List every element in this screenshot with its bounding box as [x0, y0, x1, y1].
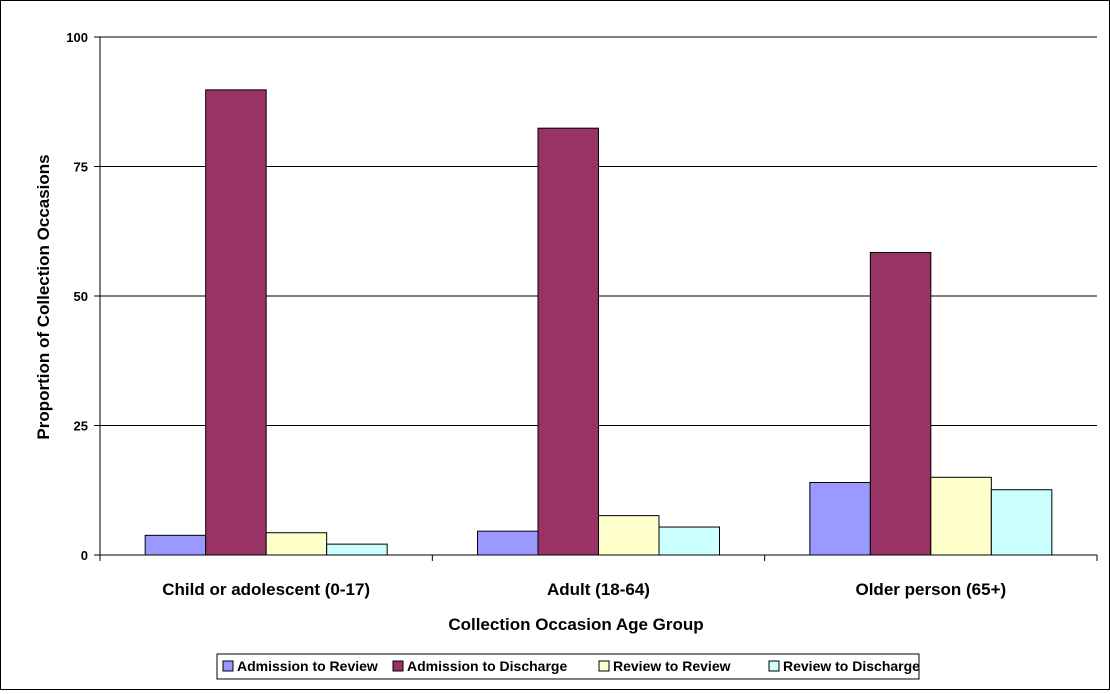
legend-swatch-4 [768, 660, 780, 672]
y-tick-labels: 0 25 50 75 100 [66, 30, 88, 563]
legend-label-2: Admission to Discharge [407, 658, 567, 674]
y-tick-label-75: 75 [74, 160, 88, 175]
bar-2-1 [477, 530, 539, 556]
y-tick-label-25: 25 [74, 419, 88, 434]
bar-1-1 [144, 534, 207, 556]
bar-2-3 [598, 515, 660, 556]
legend-swatch-2 [392, 660, 404, 672]
bar-1-3 [265, 532, 328, 556]
bar-2-4 [658, 526, 720, 556]
y-tick-label-0: 0 [81, 548, 88, 563]
x-tick-labels: Child or adolescent (0-17) Adult (18-64) O… [162, 580, 1006, 599]
legend-label-3: Review to Review [613, 658, 731, 674]
x-tick-label-3: Older person (65+) [855, 580, 1006, 599]
legend-swatch-3 [598, 660, 610, 672]
y-tick-label-50: 50 [74, 289, 88, 304]
bar-3-2 [869, 251, 932, 556]
y-tick-label-100: 100 [66, 30, 88, 45]
bar-2-2 [537, 127, 599, 556]
bar-3-1 [809, 481, 871, 556]
bar-1-2 [205, 89, 267, 556]
x-tick-label-2: Adult (18-64) [547, 580, 650, 599]
axes [94, 36, 1098, 561]
bar-3-3 [930, 476, 992, 556]
bar-3-4 [990, 489, 1053, 556]
bars [144, 89, 1053, 556]
legend: Admission to Review Admission to Discharg… [216, 653, 920, 680]
legend-swatch-1 [222, 660, 234, 672]
legend-label-1: Admission to Review [237, 658, 378, 674]
legend-box [216, 653, 920, 680]
x-tick-label-1: Child or adolescent (0-17) [162, 580, 370, 599]
y-axis-label: Proportion of Collection Occasions [34, 154, 53, 439]
x-axis-label: Collection Occasion Age Group [448, 615, 703, 634]
bar-1-4 [326, 543, 388, 556]
legend-label-4: Review to Discharge [783, 658, 920, 674]
